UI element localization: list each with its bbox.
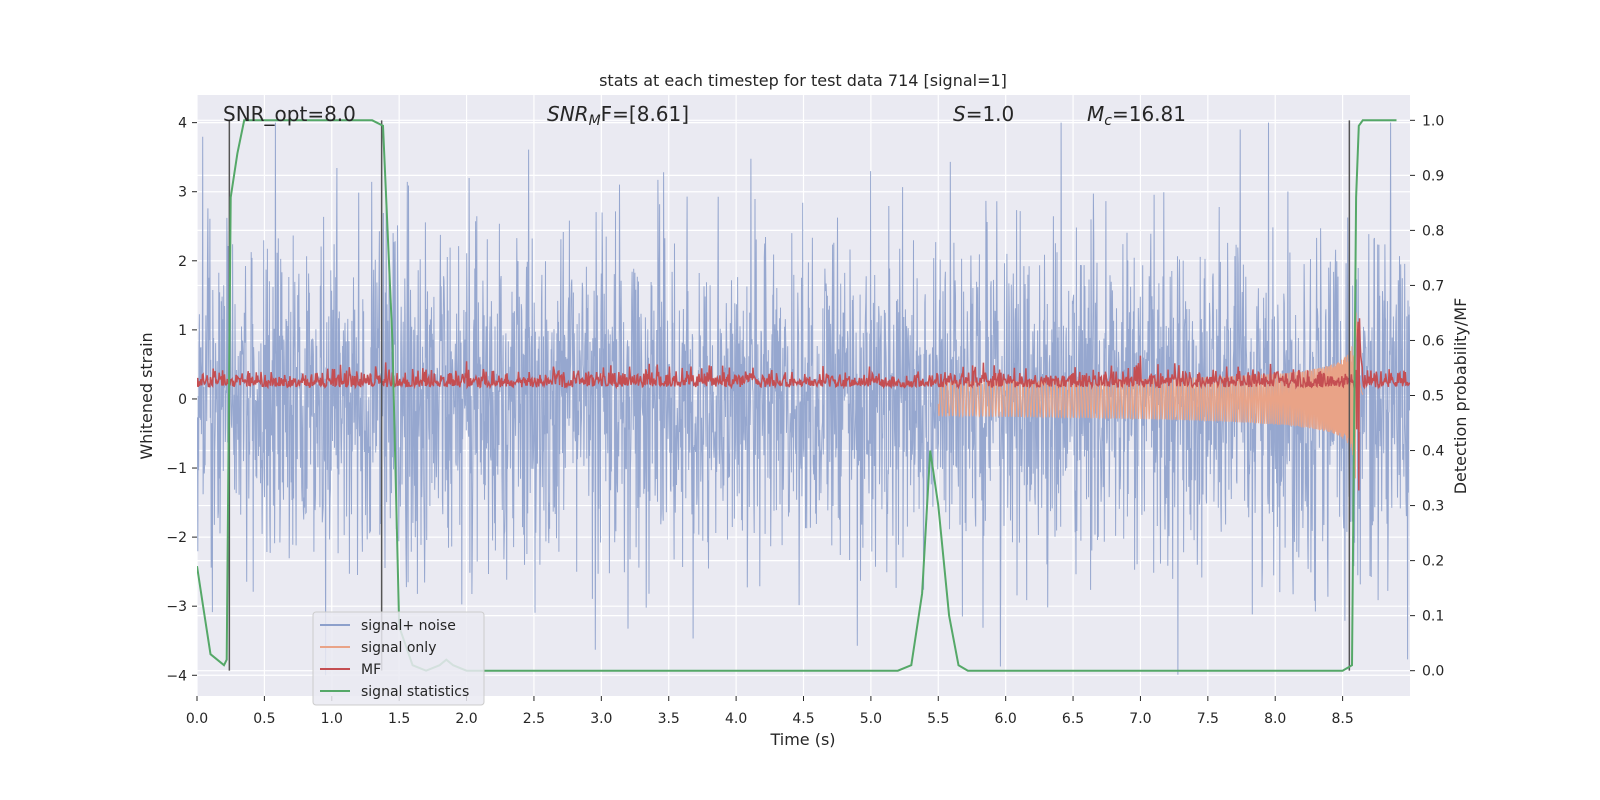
x-tick-label: 4.5 (792, 711, 814, 727)
x-tick-label: 6.0 (995, 711, 1017, 727)
x-axis-label: Time (s) (769, 730, 835, 749)
snr-mf-base: SNR (547, 102, 589, 126)
x-tick-label: 2.0 (455, 711, 477, 727)
s-value: =1.0 (966, 102, 1015, 126)
x-tick-label: 8.5 (1331, 711, 1353, 727)
y-tick-label: −1 (166, 461, 187, 477)
axes: 0.0 0.5 1.0 1.5 2.0 2.5 3.0 3.5 4.0 4.5 5.0 5.5 6.0 6… (166, 113, 1444, 727)
y-tick-label: 3 (178, 185, 187, 201)
legend-label-signal-statistics: signal statistics (361, 684, 469, 700)
snr-mf-sub: M (589, 113, 601, 129)
mc-sub: c (1104, 113, 1112, 129)
x-tick-label: 6.5 (1062, 711, 1084, 727)
x-tick-label: 8.0 (1264, 711, 1286, 727)
x-tick-label: 0.0 (186, 711, 208, 727)
y-tick-label: 4 (178, 116, 187, 132)
x-tick-label: 5.0 (860, 711, 882, 727)
x-tick-label: 1.5 (388, 711, 410, 727)
x-tick-label: 5.5 (927, 711, 949, 727)
y2-tick-label: 0.4 (1422, 444, 1444, 460)
y-tick-label: −3 (166, 599, 187, 615)
legend-label-signal-only: signal only (361, 640, 436, 656)
annotation-snr-opt: SNR_opt=8.0 (223, 102, 356, 126)
y2-axis-label: Detection probability/MF (1451, 298, 1470, 495)
series-mf (197, 318, 1410, 491)
x-tick-label: 3.0 (590, 711, 612, 727)
legend-label-mf: MF (361, 662, 381, 678)
y-tick-label: 0 (178, 392, 187, 408)
y2-tick-label: 0.9 (1422, 168, 1444, 184)
y-axis-label: Whitened strain (137, 332, 156, 459)
y-tick-label: 2 (178, 254, 187, 270)
annotation-mc: Mc=16.81 (1087, 102, 1186, 129)
series-signal-statistics (197, 119, 1397, 672)
x-tick-label: 0.5 (253, 711, 275, 727)
legend-box (312, 611, 485, 706)
y2-tick-label: 0.7 (1422, 278, 1444, 294)
x-tick-label: 7.5 (1197, 711, 1219, 727)
series-signal-noise (197, 122, 1410, 676)
y2-tick-label: 0.0 (1422, 664, 1444, 680)
snr-mf-rest: F=[8.61] (601, 102, 689, 126)
y2-tick-label: 0.3 (1422, 499, 1444, 515)
y2-tick-label: 0.6 (1422, 333, 1444, 349)
s-symbol: S (953, 102, 966, 126)
mc-base: M (1087, 102, 1104, 126)
y2-tick-label: 0.8 (1422, 223, 1444, 239)
plot-marks (197, 119, 1410, 676)
mc-value: =16.81 (1112, 102, 1186, 126)
x-tick-label: 1.0 (321, 711, 343, 727)
chart-title: stats at each timestep for test data 714… (599, 71, 1007, 90)
y-tick-label: 1 (178, 323, 187, 339)
x-tick-label: 3.5 (658, 711, 680, 727)
y2-tick-label: 1.0 (1422, 113, 1444, 129)
y2-tick-label: 0.5 (1422, 389, 1444, 405)
legend-label-signal-noise: signal+ noise (361, 618, 456, 634)
y2-tick-label: 0.1 (1422, 609, 1444, 625)
y-tick-label: −2 (166, 530, 187, 546)
annotation-snr-mf: SNRMF=[8.61] (547, 102, 689, 129)
legend: signal+ noise signal only MF signal stat… (312, 611, 485, 706)
y2-tick-label: 0.2 (1422, 554, 1444, 570)
x-tick-label: 4.0 (725, 711, 747, 727)
x-tick-label: 2.5 (523, 711, 545, 727)
annotation-s: S=1.0 (953, 102, 1014, 126)
x-tick-label: 7.0 (1129, 711, 1151, 727)
y-tick-label: −4 (166, 668, 187, 684)
